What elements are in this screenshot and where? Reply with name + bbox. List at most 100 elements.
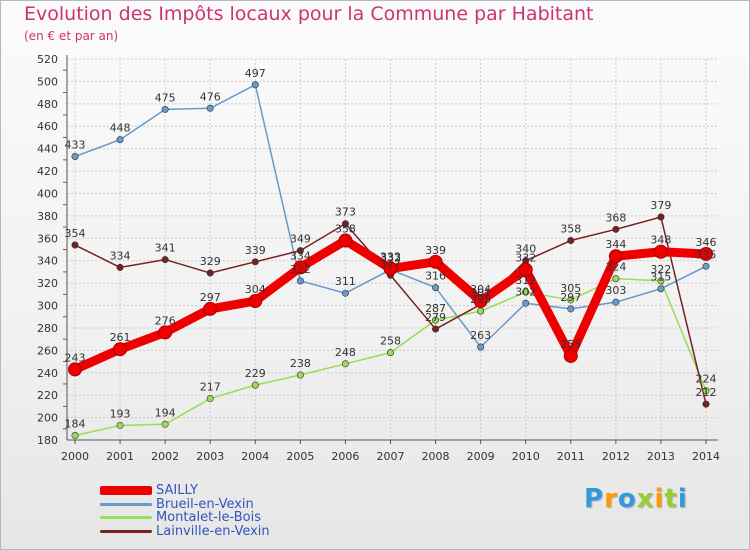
x-tick-label: 2002	[151, 450, 179, 463]
data-point	[71, 152, 79, 160]
data-point	[341, 220, 349, 228]
data-label: 332	[515, 252, 536, 265]
y-tick-label: 420	[37, 165, 58, 178]
y-tick-label: 460	[37, 120, 58, 133]
data-labels: 243 261 276 297 304 334 358 333 339 304 332 255 344 3…	[65, 67, 717, 431]
legend: SAILLY Brueil-en-Vexin Montalet-le-Bois …	[100, 484, 270, 538]
data-label: 229	[245, 367, 266, 380]
data-point	[567, 305, 575, 313]
x-tick-label: 2000	[61, 450, 89, 463]
data-point	[116, 136, 124, 144]
data-label: 316	[425, 270, 446, 283]
logo-letter: x	[636, 484, 655, 514]
data-point	[161, 256, 169, 264]
data-point	[657, 213, 665, 221]
data-label: 358	[335, 223, 356, 236]
data-label: 332	[380, 252, 401, 265]
data-label: 329	[200, 255, 221, 268]
data-label: 497	[245, 67, 266, 80]
proxiti-logo: Proxiti	[584, 484, 688, 514]
y-tick-label: 500	[37, 75, 58, 88]
data-label: 238	[290, 357, 311, 370]
y-tick-label: 300	[37, 300, 58, 313]
legend-label-brueil: Brueil-en-Vexin	[156, 496, 254, 512]
data-point	[116, 421, 124, 429]
data-label: 349	[290, 233, 311, 246]
data-label: 311	[335, 275, 356, 288]
chart-title: Evolution des Impôts locaux pour la Comm…	[24, 3, 594, 25]
y-tick-label: 260	[37, 344, 58, 357]
data-label: 302	[515, 285, 536, 298]
data-point	[251, 258, 259, 266]
data-point	[161, 105, 169, 113]
y-tick-label: 220	[37, 389, 58, 402]
logo-letter: o	[617, 484, 637, 514]
data-point	[657, 277, 665, 285]
data-label: 297	[200, 291, 221, 304]
data-label: 304	[245, 283, 266, 296]
y-tick-label: 280	[37, 322, 58, 335]
data-label: 368	[605, 211, 626, 224]
y-tick-label: 320	[37, 277, 58, 290]
data-point	[432, 316, 440, 324]
data-label: 305	[560, 282, 581, 295]
chart-subtitle: (en € et par an)	[24, 29, 119, 43]
y-tick-label: 240	[37, 367, 58, 380]
y-tick-label: 520	[37, 53, 58, 66]
legend-label-montalet: Montalet-le-Bois	[156, 510, 261, 526]
data-point	[608, 249, 623, 264]
data-point	[432, 284, 440, 292]
data-point	[428, 254, 443, 269]
legend-item: SAILLY	[100, 484, 270, 498]
x-tick-label: 2008	[422, 450, 450, 463]
data-point	[477, 307, 485, 315]
data-label: 433	[65, 138, 86, 151]
data-label: 315	[650, 271, 671, 284]
data-point	[296, 247, 304, 255]
logo-letter: P	[584, 484, 605, 514]
data-point	[699, 246, 713, 261]
data-point	[248, 294, 263, 309]
data-point	[473, 294, 488, 309]
y-tick-label: 400	[37, 187, 58, 200]
data-point	[116, 263, 124, 271]
data-label: 322	[650, 263, 671, 276]
data-point	[383, 261, 398, 276]
y-tick-label: 380	[37, 210, 58, 223]
data-point	[338, 233, 353, 248]
data-point	[612, 275, 620, 283]
data-point	[296, 277, 304, 285]
data-label: 358	[560, 223, 581, 236]
data-points	[68, 81, 713, 440]
x-tick-label: 2010	[512, 450, 540, 463]
data-label: 344	[605, 238, 626, 251]
data-label: 312	[515, 274, 536, 287]
data-label: 248	[335, 346, 356, 359]
data-point	[71, 432, 79, 440]
data-label: 184	[65, 418, 86, 431]
data-point	[206, 269, 214, 277]
data-label: 279	[425, 311, 446, 324]
data-point	[158, 325, 173, 340]
x-tick-label: 2005	[286, 450, 314, 463]
data-point	[113, 342, 128, 357]
data-label: 334	[110, 249, 131, 262]
data-point	[518, 262, 533, 277]
data-label: 212	[696, 386, 717, 399]
logo-letter: r	[604, 484, 618, 514]
data-point	[657, 285, 665, 293]
x-tick-label: 2003	[196, 450, 224, 463]
y-tick-label: 340	[37, 255, 58, 268]
data-label: 324	[605, 261, 626, 274]
data-point	[612, 298, 620, 306]
legend-label-sailly: SAILLY	[156, 483, 198, 499]
legend-swatch-lainville	[100, 529, 152, 533]
data-point	[702, 387, 710, 395]
data-label: 193	[110, 407, 131, 420]
y-tick-label: 200	[37, 412, 58, 425]
data-label: 295	[470, 293, 491, 306]
legend-swatch-brueil	[100, 502, 152, 506]
y-tick-label: 360	[37, 232, 58, 245]
